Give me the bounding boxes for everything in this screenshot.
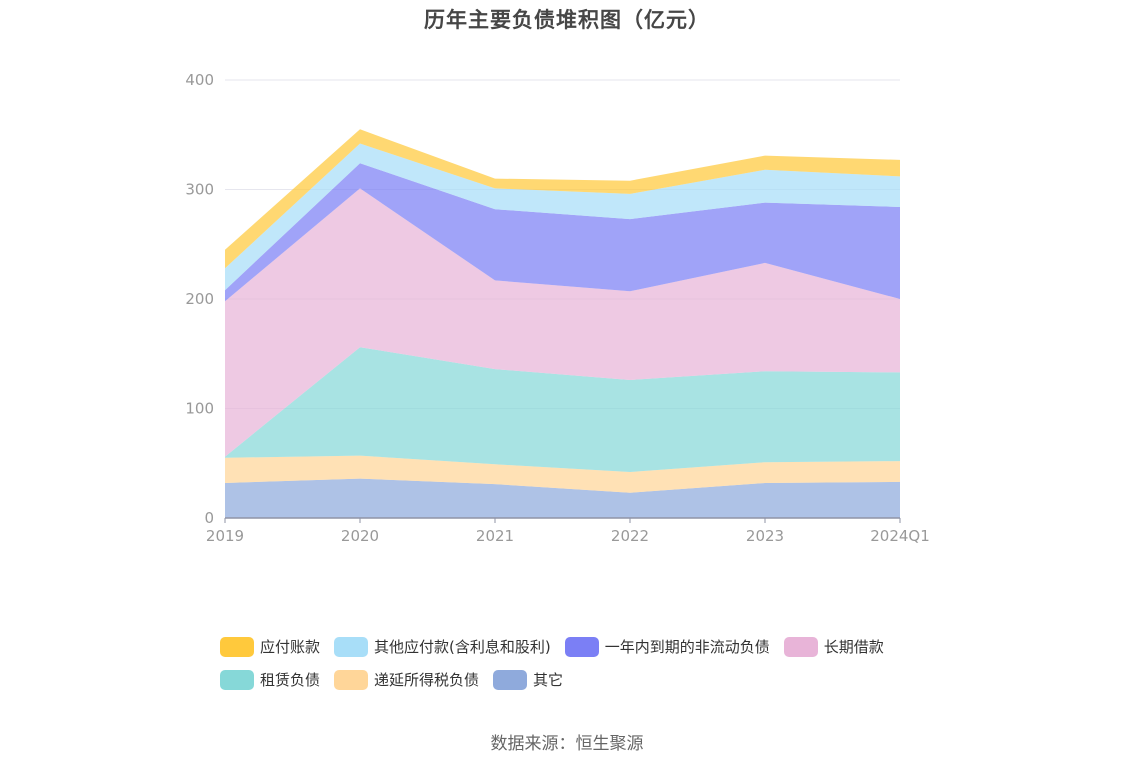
area-series-1[interactable] bbox=[225, 455, 900, 493]
legend-label: 租赁负债 bbox=[260, 671, 321, 689]
y-tick-label: 100 bbox=[185, 400, 214, 418]
y-tick-label: 0 bbox=[204, 509, 214, 527]
legend-item[interactable]: 其它 bbox=[493, 669, 563, 690]
chart-title: 历年主要负债堆积图（亿元） bbox=[424, 8, 710, 32]
legend-item[interactable]: 长期借款 bbox=[783, 636, 884, 657]
legend-row: 租赁负债 递延所得税负债 其它 bbox=[220, 663, 940, 696]
x-tick-label: 2023 bbox=[746, 527, 784, 545]
area-series-6[interactable] bbox=[225, 129, 900, 269]
legend: 应付账款 其他应付款(含利息和股利) 一年内到期的非流动负债 长期借款 租赁负债 递延所… bbox=[220, 630, 940, 696]
legend-item[interactable]: 租赁负债 bbox=[220, 669, 320, 690]
axes: 0 100 200 300 400 2019 2020 2021 2022 2023 2024Q1 bbox=[185, 71, 929, 545]
legend-label: 一年内到期的非流动负债 bbox=[604, 638, 770, 656]
area-series-4[interactable] bbox=[225, 163, 900, 302]
legend-label: 应付账款 bbox=[260, 638, 321, 656]
x-tick-label: 2024Q1 bbox=[870, 527, 930, 545]
area-series-3[interactable] bbox=[225, 188, 900, 457]
area-series-2[interactable] bbox=[225, 347, 900, 472]
y-tick-label: 200 bbox=[185, 290, 214, 308]
legend-item[interactable]: 其他应付款(含利息和股利) bbox=[334, 636, 551, 657]
legend-swatch bbox=[220, 669, 254, 690]
legend-swatch bbox=[334, 636, 369, 657]
x-tick-label: 2022 bbox=[611, 527, 649, 545]
legend-swatch bbox=[220, 636, 254, 657]
legend-swatch bbox=[334, 669, 369, 690]
y-tick-label: 400 bbox=[185, 71, 214, 89]
legend-swatch bbox=[493, 669, 528, 690]
legend-item[interactable]: 一年内到期的非流动负债 bbox=[564, 636, 770, 657]
legend-swatch bbox=[783, 636, 818, 657]
area-series-5[interactable] bbox=[225, 143, 900, 291]
area-series bbox=[225, 129, 900, 518]
y-tick-label: 300 bbox=[185, 181, 214, 199]
legend-label: 其他应付款(含利息和股利) bbox=[374, 638, 551, 656]
legend-label: 其它 bbox=[533, 671, 564, 689]
legend-label: 递延所得税负债 bbox=[374, 671, 480, 689]
area-series-0[interactable] bbox=[225, 478, 900, 518]
legend-swatch bbox=[564, 636, 599, 657]
x-tick-label: 2020 bbox=[341, 527, 379, 545]
legend-item[interactable]: 应付账款 bbox=[220, 636, 320, 657]
legend-item[interactable]: 递延所得税负债 bbox=[334, 669, 479, 690]
data-source-note: 数据来源：恒生聚源 bbox=[490, 734, 644, 754]
x-tick-label: 2019 bbox=[206, 527, 244, 545]
x-tick-label: 2021 bbox=[476, 527, 514, 545]
legend-row: 应付账款 其他应付款(含利息和股利) 一年内到期的非流动负债 长期借款 bbox=[220, 630, 940, 663]
stacked-area-chart: 0 100 200 300 400 2019 2020 2021 2022 2023 2024Q1 bbox=[185, 71, 929, 545]
legend-label: 长期借款 bbox=[823, 638, 884, 656]
